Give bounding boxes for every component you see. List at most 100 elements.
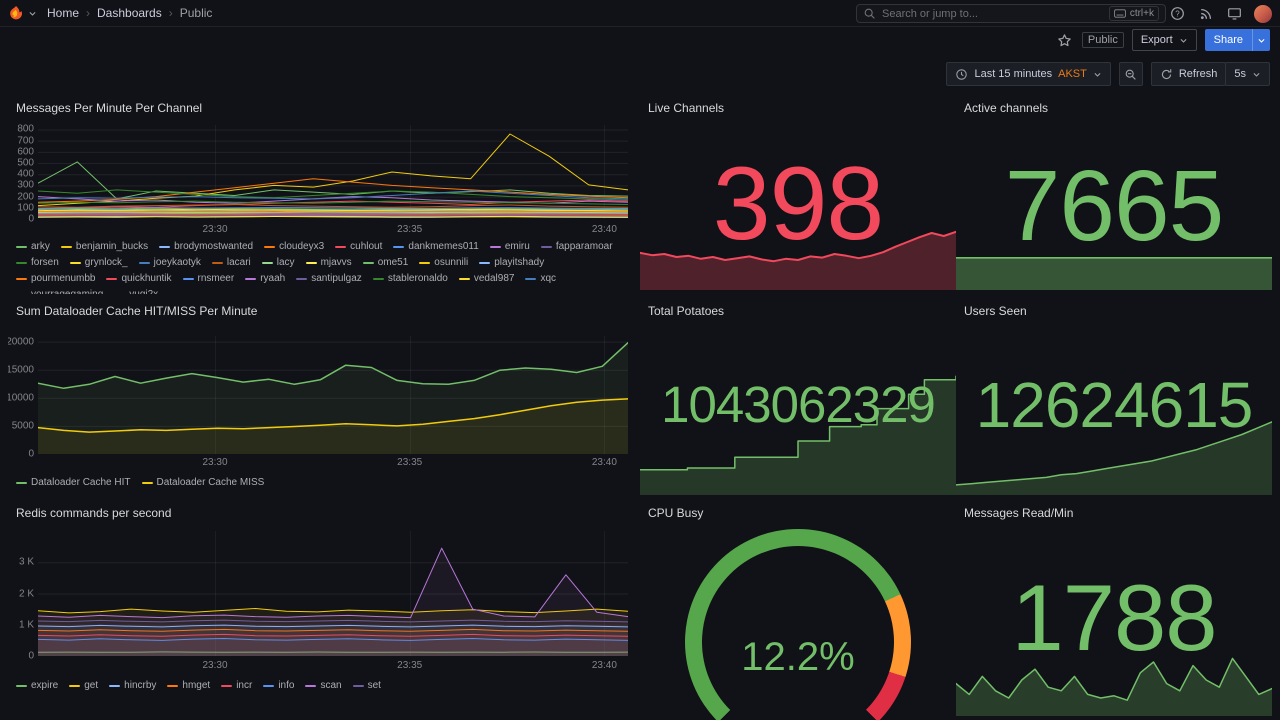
legend-swatch <box>419 261 431 264</box>
active-channels-sparkline[interactable] <box>956 257 1272 290</box>
users-seen-sparkline[interactable] <box>956 369 1272 495</box>
legend-item[interactable]: Dataloader Cache HIT <box>16 476 131 489</box>
stat-value: 1788 <box>1011 565 1217 670</box>
legend-item[interactable]: pourmenumbb <box>16 272 95 285</box>
monitor-icon[interactable] <box>1225 4 1244 23</box>
panel-title[interactable]: Active channels <box>964 101 1049 115</box>
legend-item[interactable]: arky <box>16 240 50 253</box>
legend-item[interactable]: yugi2x <box>114 288 158 294</box>
legend-item[interactable]: joeykaotyk <box>138 256 201 269</box>
legend-item[interactable]: scan <box>305 679 342 692</box>
legend-label: ome51 <box>377 257 409 268</box>
legend-item[interactable]: emiru <box>489 240 530 253</box>
panel-title[interactable]: Live Channels <box>648 101 725 115</box>
legend-item[interactable]: stableronaldo <box>372 272 448 285</box>
refresh-button[interactable]: Refresh <box>1150 62 1227 86</box>
legend-item[interactable]: vedal987 <box>458 272 514 285</box>
panel-title[interactable]: Sum Dataloader Cache HIT/MISS Per Minute <box>16 304 258 318</box>
legend-label: santipulgaz <box>311 273 362 284</box>
breadcrumb-separator: › <box>86 6 91 20</box>
search-icon <box>864 8 875 19</box>
refresh-interval-button[interactable]: 5s <box>1225 62 1270 86</box>
legend-item[interactable]: cuhlout <box>335 240 382 253</box>
legend-item[interactable]: hincrby <box>109 679 156 692</box>
rss-icon[interactable] <box>1197 5 1215 23</box>
time-range-picker[interactable]: Last 15 minutes AKST <box>946 62 1111 86</box>
legend-item[interactable]: xqc <box>525 272 556 285</box>
grafana-logo[interactable] <box>8 5 37 21</box>
shortcut-label: ctrl+k <box>1129 8 1154 19</box>
legend-item[interactable]: info <box>263 679 294 692</box>
cpu-gauge[interactable]: 12.2% <box>685 529 911 720</box>
clock-icon <box>956 68 968 80</box>
panel-messages-per-minute: Messages Per Minute Per Channel 0 100 200 3… <box>8 96 636 294</box>
live-channels-sparkline[interactable] <box>640 224 956 290</box>
dataloader-chart[interactable] <box>38 336 628 454</box>
export-button[interactable]: Export <box>1131 29 1197 51</box>
legend-item[interactable]: benjamin_bucks <box>60 240 148 253</box>
legend-item[interactable]: expire <box>16 679 58 692</box>
y-tick-label: 2 K <box>18 588 34 599</box>
legend-label: fapparamoar <box>555 241 613 252</box>
legend-item[interactable]: quickhuntik <box>106 272 172 285</box>
breadcrumb-dashboards[interactable]: Dashboards <box>97 6 162 20</box>
messages-chart[interactable] <box>38 125 628 219</box>
legend-item[interactable]: fapparamoar <box>540 240 613 253</box>
public-tag[interactable]: Public <box>1081 32 1124 48</box>
keyboard-icon <box>1113 9 1126 18</box>
legend-item[interactable]: ryaah <box>245 272 285 285</box>
legend-item[interactable]: rnsmeer <box>182 272 234 285</box>
star-icon[interactable] <box>1055 31 1074 50</box>
legend-item[interactable]: santipulgaz <box>296 272 362 285</box>
legend-item[interactable]: lacari <box>211 256 251 269</box>
legend-item[interactable]: dankmemes011 <box>393 240 479 253</box>
x-tick-label: 23:40 <box>591 457 617 468</box>
legend-label: lacy <box>276 257 295 268</box>
y-axis: 0 5000 10000 15000 20000 <box>8 336 34 459</box>
dashboard-action-bar: Public Export Share <box>0 27 1280 53</box>
legend-item[interactable]: yourragegaming <box>16 288 103 294</box>
avatar[interactable] <box>1254 4 1272 23</box>
total-potatoes-sparkline[interactable] <box>640 369 956 495</box>
panel-cpu-busy: CPU Busy 12.2% <box>640 501 956 720</box>
legend-label: info <box>278 680 295 691</box>
share-caret-button[interactable] <box>1252 29 1270 51</box>
legend-item[interactable]: forsen <box>16 256 59 269</box>
legend-item[interactable]: cloudeyx3 <box>264 240 324 253</box>
share-label[interactable]: Share <box>1204 29 1252 51</box>
search-input[interactable]: Search or jump to... ctrl+k <box>856 4 1166 23</box>
share-button[interactable]: Share <box>1204 29 1270 51</box>
messages-read-sparkline[interactable] <box>956 644 1272 716</box>
legend-item[interactable]: hmget <box>167 679 210 692</box>
caret-down-icon <box>1258 38 1265 43</box>
legend-item[interactable]: lacy <box>261 256 295 269</box>
legend-item[interactable]: ome51 <box>362 256 409 269</box>
panel-title[interactable]: Users Seen <box>964 304 1027 318</box>
panel-title[interactable]: Total Potatoes <box>648 304 725 318</box>
legend-item[interactable]: brodymostwanted <box>159 240 253 253</box>
legend-swatch <box>211 261 223 264</box>
legend-item[interactable]: grynlock_ <box>69 256 128 269</box>
panel-title[interactable]: CPU Busy <box>648 506 704 520</box>
breadcrumb-home[interactable]: Home <box>47 6 80 20</box>
legend-swatch <box>167 684 179 687</box>
legend-item[interactable]: playitshady <box>479 256 544 269</box>
legend-label: osunnili <box>434 257 469 268</box>
legend-item[interactable]: incr <box>221 679 252 692</box>
legend-item[interactable]: set <box>352 679 381 692</box>
redis-chart[interactable] <box>38 531 628 656</box>
help-icon[interactable]: ? <box>1168 4 1187 23</box>
panel-title[interactable]: Messages Read/Min <box>964 506 1074 520</box>
stat-value: 7665 <box>1004 150 1224 262</box>
breadcrumb-separator: › <box>168 6 173 20</box>
zoom-out-button[interactable] <box>1118 62 1143 86</box>
panel-title[interactable]: Messages Per Minute Per Channel <box>16 101 203 115</box>
legend-swatch <box>221 684 233 687</box>
panel-title[interactable]: Redis commands per second <box>16 506 172 520</box>
breadcrumb-public[interactable]: Public <box>179 6 213 20</box>
legend-item[interactable]: Dataloader Cache MISS <box>141 476 264 489</box>
legend-swatch <box>159 245 171 248</box>
legend-item[interactable]: get <box>69 679 98 692</box>
legend-item[interactable]: osunnili <box>419 256 468 269</box>
legend-item[interactable]: mjavvs <box>305 256 352 269</box>
